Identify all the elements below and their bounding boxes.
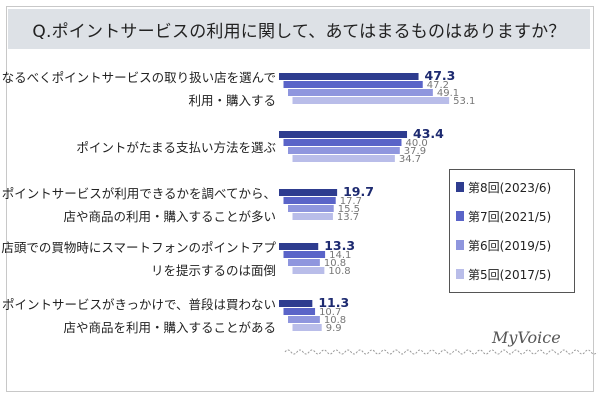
bar bbox=[279, 243, 319, 250]
bar bbox=[283, 81, 423, 88]
category-label: 店や商品を利用・購入することがある bbox=[63, 320, 276, 335]
bar bbox=[292, 155, 395, 162]
legend: 第8回(2023/6) 第7回(2021/5) 第6回(2019/5) 第5回(201… bbox=[449, 169, 575, 293]
data-label: 13.7 bbox=[337, 212, 359, 223]
bar bbox=[279, 300, 313, 307]
data-label: 49.1 bbox=[437, 88, 459, 99]
title-bar: Q.ポイントサービスの利用に関して、あてはまるものはありますか？ bbox=[8, 9, 590, 49]
data-label: 53.1 bbox=[453, 96, 475, 107]
legend-swatch bbox=[456, 240, 464, 250]
bar bbox=[292, 97, 450, 104]
bar bbox=[279, 189, 338, 196]
category-label: 店や商品の利用・購入することが多い bbox=[63, 209, 276, 224]
bar bbox=[292, 213, 333, 220]
category-label: 利用・購入する bbox=[188, 93, 276, 108]
data-label: 10.7 bbox=[319, 307, 341, 318]
data-label: 37.9 bbox=[404, 146, 426, 157]
data-label: 9.9 bbox=[326, 323, 342, 334]
legend-swatch bbox=[456, 269, 464, 279]
bar bbox=[279, 131, 408, 138]
legend-item: 第7回(2021/5) bbox=[450, 204, 574, 228]
category-label: ポイントサービスが利用できるかを調べてから、 bbox=[1, 186, 276, 201]
category-label: ポイントサービスがきっかけで、普段は買わない bbox=[1, 297, 276, 312]
data-label: 10.8 bbox=[324, 258, 346, 269]
category-label: リを提示するのは面倒 bbox=[150, 263, 276, 278]
bar bbox=[283, 308, 316, 315]
category-label: ポイントがたまる支払い方法を選ぶ bbox=[76, 139, 276, 155]
legend-swatch bbox=[456, 182, 464, 192]
chart-title: Q.ポイントサービスの利用に関して、あてはまるものはありますか？ bbox=[32, 21, 566, 42]
break-line bbox=[284, 349, 598, 355]
bar bbox=[288, 147, 400, 154]
data-label: 11.3 bbox=[318, 295, 349, 310]
data-label: 17.7 bbox=[340, 196, 362, 207]
bar bbox=[283, 139, 402, 146]
legend-label: 第6回(2019/5) bbox=[468, 238, 552, 253]
legend-item: 第8回(2023/6) bbox=[450, 175, 574, 199]
data-label: 47.2 bbox=[427, 80, 449, 91]
data-label: 10.8 bbox=[328, 266, 350, 277]
legend-item: 第6回(2019/5) bbox=[450, 233, 574, 257]
legend-item: 第5回(2017/5) bbox=[450, 262, 574, 286]
myvoice-logo: MyVoice bbox=[492, 328, 561, 347]
bar bbox=[288, 259, 320, 266]
data-label: 14.1 bbox=[329, 250, 351, 261]
legend-label: 第5回(2017/5) bbox=[468, 267, 552, 282]
data-label: 19.7 bbox=[343, 184, 374, 199]
data-label: 15.5 bbox=[338, 204, 360, 215]
data-label: 10.8 bbox=[324, 315, 346, 326]
data-label: 40.0 bbox=[406, 138, 428, 149]
legend-swatch bbox=[456, 211, 464, 221]
bar bbox=[288, 205, 334, 212]
bar bbox=[279, 73, 419, 80]
data-label: 43.4 bbox=[413, 126, 444, 141]
category-label: 店頭での買物時にスマートフォンのポイントアプ bbox=[1, 240, 276, 255]
bar bbox=[288, 316, 320, 323]
data-label: 47.3 bbox=[425, 68, 456, 83]
category-label: なるべくポイントサービスの取り扱い店を選んで bbox=[1, 70, 276, 85]
bar bbox=[288, 89, 433, 96]
bar bbox=[283, 251, 326, 258]
bar bbox=[292, 324, 322, 331]
data-label: 13.3 bbox=[324, 238, 355, 253]
bar bbox=[292, 267, 325, 274]
bar bbox=[283, 197, 336, 204]
legend-label: 第8回(2023/6) bbox=[468, 180, 552, 195]
data-label: 34.7 bbox=[399, 154, 421, 165]
legend-label: 第7回(2021/5) bbox=[468, 209, 552, 224]
